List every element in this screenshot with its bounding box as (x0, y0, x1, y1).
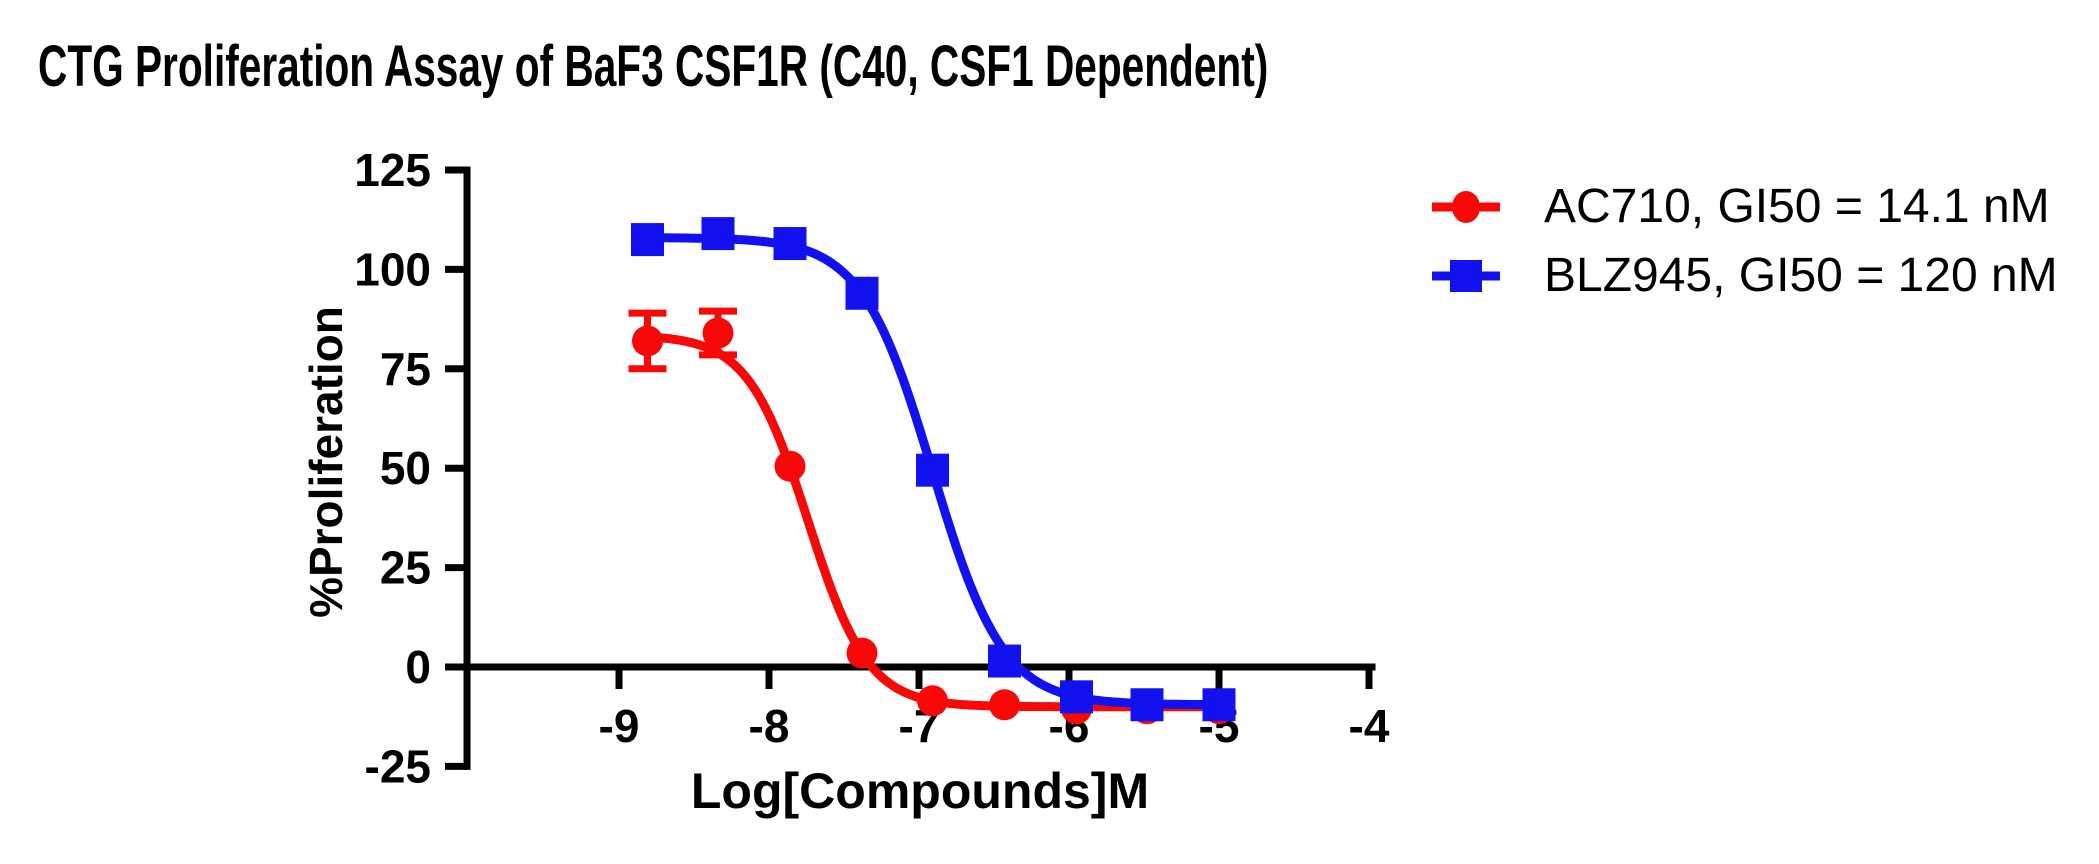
y-tick-label: 25 (380, 542, 431, 594)
data-point-blz945 (701, 217, 735, 251)
y-tick-label: -25 (365, 740, 431, 792)
data-point-ac710 (702, 317, 734, 349)
y-tick-label: 0 (405, 641, 431, 693)
legend-label-blz945: BLZ945, GI50 = 120 nM (1544, 249, 2058, 302)
legend-marker-circle-icon (1432, 190, 1500, 223)
data-point-blz945 (988, 644, 1021, 678)
data-point-blz945 (1060, 680, 1093, 714)
y-tick-label: 75 (380, 343, 431, 395)
legend-label-ac710: AC710, GI50 = 14.1 nM (1544, 180, 2050, 233)
x-tick-label: -9 (599, 700, 640, 752)
data-point-ac710 (774, 450, 806, 482)
data-point-blz945 (916, 453, 949, 487)
y-tick-label: 125 (354, 144, 431, 196)
x-tick-label: -4 (1349, 700, 1390, 752)
data-point-blz945 (1130, 688, 1164, 722)
legend-entry-ac710: AC710, GI50 = 14.1 nM (1430, 172, 2058, 241)
x-axis-title: Log[Compounds]M (690, 763, 1150, 819)
data-point-blz945 (845, 276, 879, 310)
legend: AC710, GI50 = 14.1 nM BLZ945, GI50 = 120… (1430, 172, 2058, 310)
y-axis-title: %Proliferation (300, 306, 352, 618)
data-point-ac710 (989, 689, 1020, 721)
data-point-blz945 (631, 223, 664, 257)
data-point-blz945 (1202, 688, 1236, 722)
data-point-ac710 (846, 637, 878, 669)
fit-curve-ac710 (643, 332, 1222, 712)
y-tick-label: 50 (380, 442, 431, 494)
legend-marker-square-icon (1432, 259, 1500, 292)
data-point-blz945 (773, 227, 807, 261)
chart-title: CTG Proliferation Assay of BaF3 CSF1R (C… (38, 34, 1269, 99)
y-tick-label: 100 (354, 243, 431, 295)
legend-entry-blz945: BLZ945, GI50 = 120 nM (1430, 241, 2058, 310)
x-tick-label: -8 (749, 700, 790, 752)
data-point-ac710 (917, 685, 948, 717)
data-point-ac710 (632, 325, 663, 357)
